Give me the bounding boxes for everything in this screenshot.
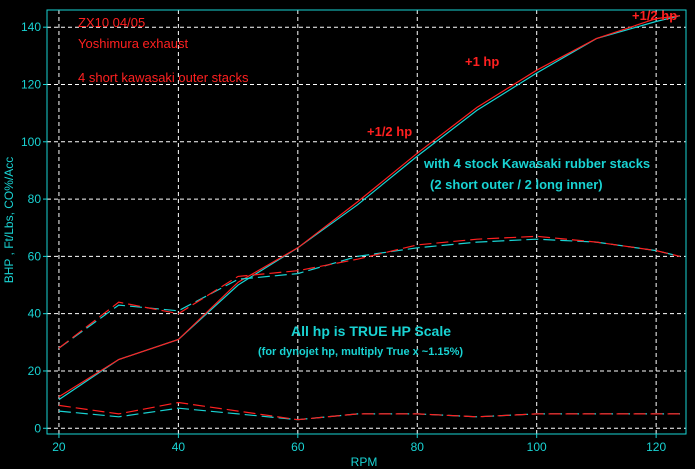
y-tick-label: 60: [28, 249, 42, 263]
annotation-scale-line1: All hp is TRUE HP Scale: [291, 323, 451, 339]
y-tick-label: 120: [21, 77, 41, 91]
series-line-4: [58, 235, 681, 349]
axes: [46, 9, 687, 435]
annotation-gain-top: +1/2 hp: [632, 8, 677, 23]
y-tick-label: 140: [21, 20, 41, 34]
x-tick-label: 60: [291, 440, 305, 454]
series-line-3: [58, 238, 681, 349]
annotation-title-line2: Yoshimura exhaust: [78, 36, 188, 51]
y-tick-label: 80: [28, 192, 42, 206]
x-tick-label: 20: [52, 440, 66, 454]
plot-frame: [46, 9, 687, 435]
y-tick-label: 40: [28, 307, 42, 321]
series-group: [58, 15, 681, 421]
annotation-comparison-line2: (2 short outer / 2 long inner): [430, 177, 603, 192]
grid: [47, 10, 686, 434]
x-tick-label: 100: [527, 440, 547, 454]
x-tick-label: 40: [172, 440, 186, 454]
y-axis-title: BHP , Ft/Lbs, CO%/Acc: [2, 157, 16, 283]
series-line-6: [58, 401, 680, 421]
tick-labels: 20 40 60 80 100 120 0 20 40 60 80 100 120 140: [21, 20, 667, 454]
annotation-scale-line2: (for dynojet hp, multiply True x ~1.15%): [258, 346, 463, 358]
annotation-title-line1: ZX10 04/05: [78, 15, 145, 30]
series-line-2: [58, 15, 681, 398]
annotation-gain-mid: +1 hp: [465, 54, 499, 69]
annotation-title-line3: 4 short kawasaki outer stacks: [78, 70, 249, 85]
x-tick-label: 120: [646, 440, 666, 454]
x-axis-title: RPM: [351, 455, 378, 469]
annotation-gain-low: +1/2 hp: [367, 124, 412, 139]
y-tick-label: 0: [34, 421, 41, 435]
y-tick-label: 100: [21, 135, 41, 149]
annotation-comparison-line1: with 4 stock Kawasaki rubber stacks: [423, 156, 650, 171]
y-tick-label: 20: [28, 364, 42, 378]
x-tick-label: 80: [411, 440, 425, 454]
